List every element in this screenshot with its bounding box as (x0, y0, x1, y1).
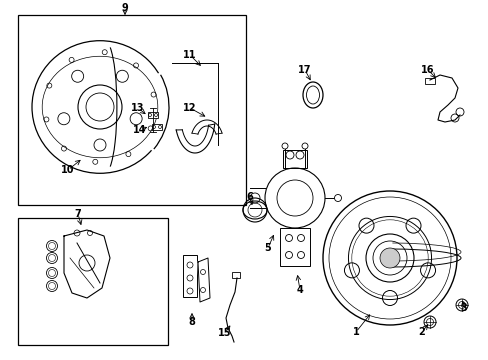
Text: 9: 9 (122, 3, 128, 13)
Bar (424, 78, 434, 84)
Bar (280, 228, 309, 266)
Bar (183, 255, 197, 297)
Polygon shape (198, 258, 209, 302)
Polygon shape (64, 230, 110, 298)
Text: 14: 14 (133, 125, 146, 135)
Text: 4: 4 (296, 285, 303, 295)
Circle shape (379, 248, 399, 268)
Text: 2: 2 (418, 327, 425, 337)
Bar (283, 150, 306, 168)
Bar (18, 15, 245, 205)
Bar (231, 272, 240, 278)
Text: 6: 6 (246, 192, 253, 202)
Text: 1: 1 (352, 327, 359, 337)
Text: 13: 13 (131, 103, 144, 113)
Text: 17: 17 (298, 65, 311, 75)
Circle shape (302, 143, 307, 149)
Text: 16: 16 (420, 65, 434, 75)
Text: 12: 12 (183, 103, 196, 113)
Circle shape (334, 194, 341, 202)
Bar (148, 112, 158, 118)
Text: 11: 11 (183, 50, 196, 60)
Text: 8: 8 (188, 317, 195, 327)
Text: 5: 5 (264, 243, 271, 253)
Bar (152, 124, 162, 130)
Text: 7: 7 (75, 209, 81, 219)
Circle shape (282, 143, 287, 149)
Text: 15: 15 (218, 328, 231, 338)
Text: 10: 10 (61, 165, 75, 175)
Bar (18, 218, 168, 345)
Text: 3: 3 (460, 303, 467, 313)
